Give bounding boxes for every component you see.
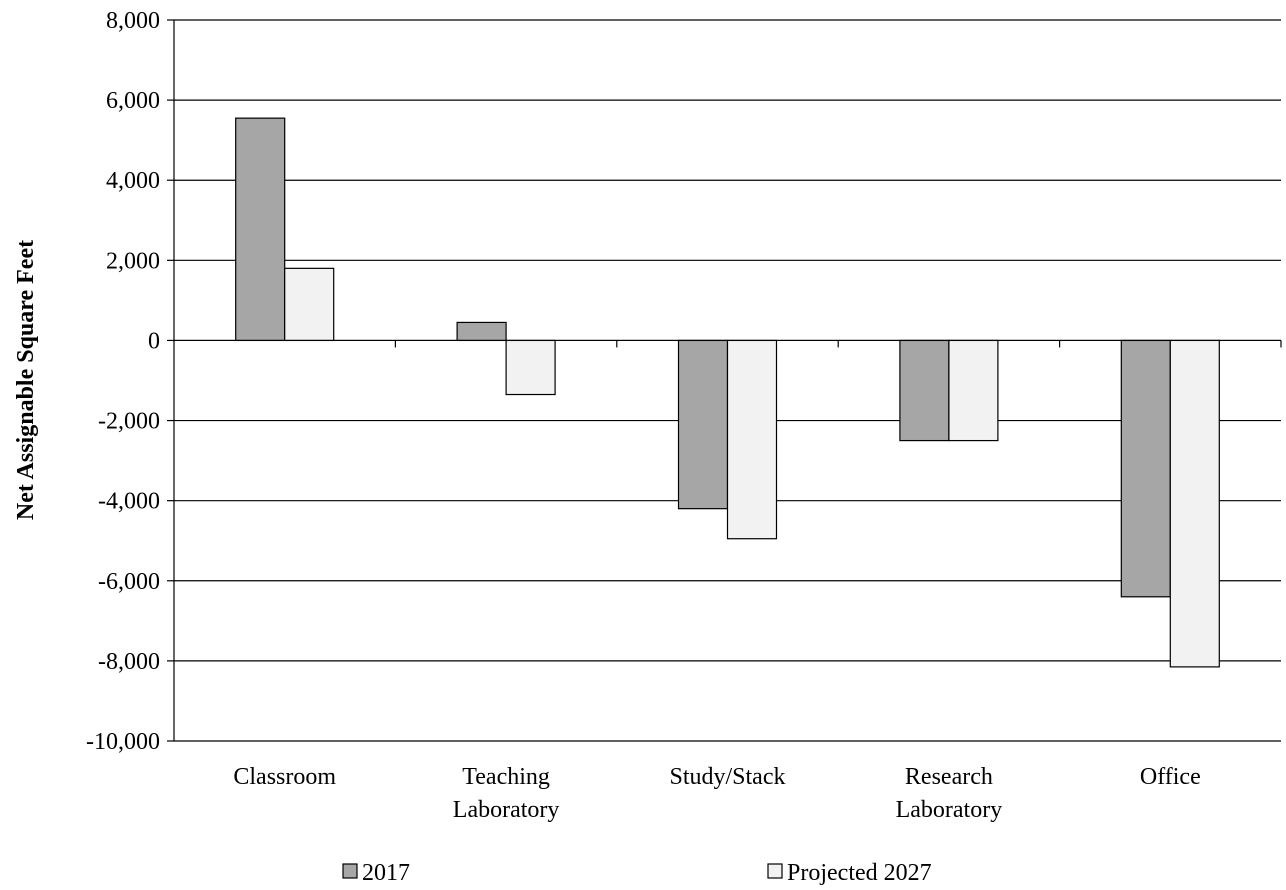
bar-2017 [235, 117, 286, 342]
legend-swatch [767, 863, 783, 879]
y-tick-label: 4,000 [106, 168, 160, 194]
axes [173, 20, 1282, 741]
category-label: Office [1140, 764, 1201, 790]
legend-swatch [342, 863, 358, 879]
category-label: Study/Stack [669, 764, 785, 790]
category-label: Laboratory [453, 797, 560, 823]
bar-2017 [1120, 339, 1171, 598]
bar-projected-2027 [726, 339, 778, 540]
y-tick-labels: -10,000 -8,000 -6,000 -4,000 -2,000 0 2,000 4,0… [86, 8, 174, 755]
legend: 2017 Projected 2027 [342, 860, 932, 886]
bar-2017 [456, 321, 507, 342]
legend-label: 2017 [362, 860, 410, 886]
bar-projected-2027 [948, 339, 999, 442]
bar-2017 [677, 339, 729, 510]
y-axis-title: Net Assignable Square Feet [13, 240, 39, 520]
category-label: Research [905, 764, 993, 790]
y-tick-label: -8,000 [98, 649, 160, 675]
legend-label: Projected 2027 [787, 860, 932, 886]
y-tick-label: 0 [148, 328, 160, 354]
y-tick-label: -4,000 [98, 489, 160, 515]
bar-2017 [899, 339, 950, 442]
bars [235, 117, 1220, 668]
y-tick-label: 6,000 [106, 88, 160, 114]
y-tick-label: 2,000 [106, 248, 160, 274]
bar-projected-2027 [284, 267, 335, 342]
category-labels: Classroom Teaching Laboratory Study/Stack Re… [233, 764, 1200, 823]
category-label: Classroom [233, 764, 336, 790]
y-tick-label: 8,000 [106, 8, 160, 34]
y-tick-label: -6,000 [98, 569, 160, 595]
y-tick-label: -10,000 [86, 729, 160, 755]
y-tick-label: -2,000 [98, 409, 160, 435]
category-label: Teaching [462, 764, 550, 790]
bar-projected-2027 [1169, 339, 1220, 668]
category-label: Laboratory [896, 797, 1003, 823]
bar-projected-2027 [505, 339, 556, 396]
